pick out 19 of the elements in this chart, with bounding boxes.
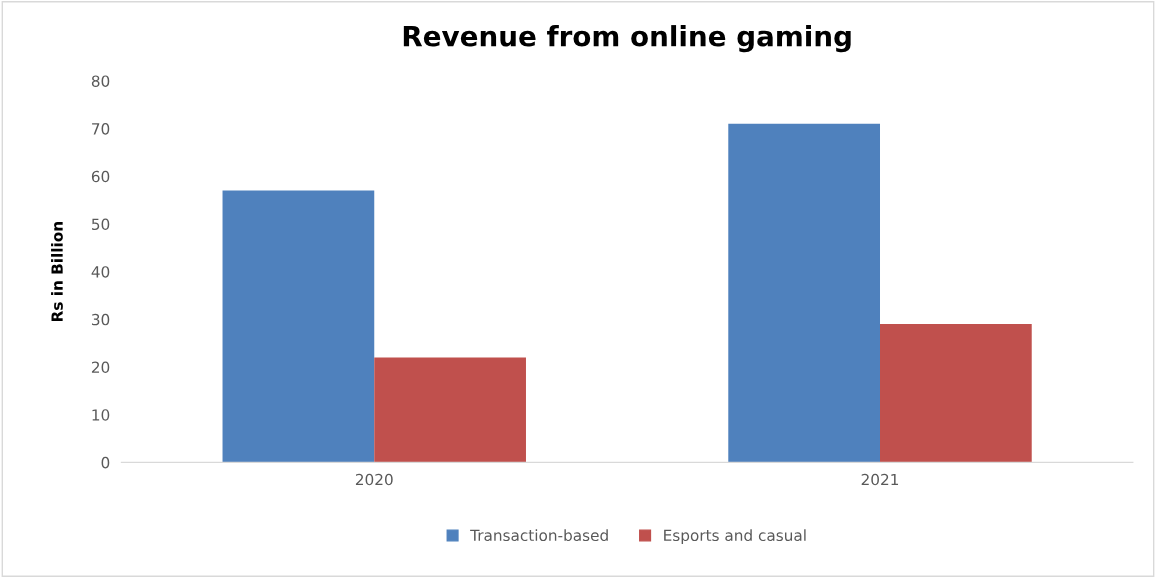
x-tick-label: 2020 bbox=[355, 473, 393, 486]
chart-title: Revenue from online gaming bbox=[403, 25, 851, 53]
y-tick-label: 10 bbox=[92, 409, 110, 421]
y-tick-label: 70 bbox=[92, 123, 110, 135]
bar bbox=[880, 324, 1032, 463]
y-tick-label: 50 bbox=[92, 218, 110, 230]
y-tick-label: 30 bbox=[91, 313, 110, 326]
y-tick-label: 60 bbox=[91, 170, 110, 183]
legend-label: Transaction-based bbox=[470, 529, 608, 542]
bar bbox=[374, 357, 526, 463]
y-axis-title: Rs in Billion bbox=[51, 222, 63, 322]
bar bbox=[222, 190, 375, 463]
x-tick-label: 2021 bbox=[861, 473, 899, 486]
y-tick-label: 0 bbox=[101, 456, 110, 469]
y-tick-label: 20 bbox=[91, 361, 110, 374]
bar bbox=[728, 123, 880, 463]
legend-label: Esports and casual bbox=[664, 529, 806, 545]
y-tick-label: 80 bbox=[91, 75, 110, 87]
y-tick-label: 40 bbox=[91, 266, 110, 278]
